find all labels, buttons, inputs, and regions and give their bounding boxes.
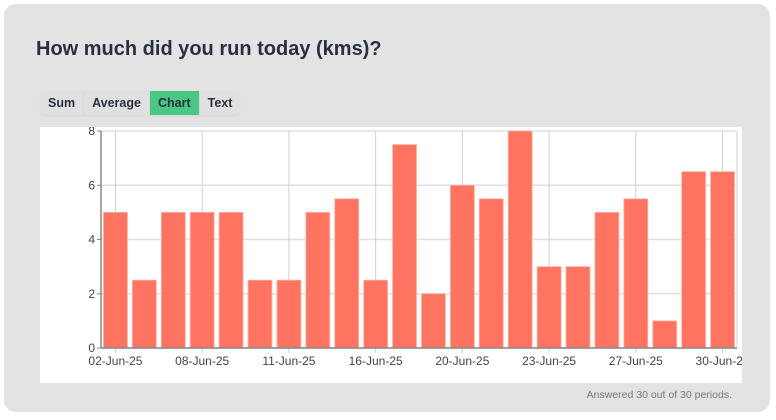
chart-svg: 0 2 4 6 8 02-Jun-25 08-Jun-25 11-Jun-25 16-Jun-2… [88,124,750,368]
bar [652,320,678,349]
bar [450,184,475,349]
x-tick-label: 16-Jun-25 [349,354,403,368]
y-tick-label: 0 [88,341,95,355]
x-tick-label: 27-Jun-25 [609,354,663,368]
y-tick-label: 4 [88,233,95,247]
tab-sum[interactable]: Sum [40,91,85,115]
bar [363,279,388,349]
bar [421,293,446,349]
x-tick-label: 20-Jun-25 [435,354,489,368]
view-tabs: Sum Average Chart Text [40,91,241,115]
x-tick-label: 11-Jun-25 [262,354,315,368]
bar [276,279,302,349]
bar [594,211,620,349]
bar [305,211,331,349]
bar [392,144,417,349]
bar [334,198,360,349]
bar [710,171,735,349]
bar [507,130,533,349]
bar [189,211,215,349]
bar [103,211,128,349]
x-tick-label: 23-Jun-25 [522,354,576,368]
tab-chart[interactable]: Chart [149,91,200,115]
y-tick-label: 6 [88,178,95,192]
x-tick-label: 30-Jun-25 [696,354,742,368]
question-card: How much did you run today (kms)? Sum Av… [4,4,770,412]
x-tick-label: 02-Jun-25 [88,354,142,368]
y-tick-label: 2 [88,287,95,301]
bar [132,279,157,349]
tab-text[interactable]: Text [207,96,233,110]
x-tick-label: 08-Jun-25 [175,354,229,368]
bar [478,198,504,349]
bar [565,266,591,349]
tab-average[interactable]: Average [84,91,150,115]
bar [218,211,244,349]
bar [681,171,706,349]
bar [623,198,649,349]
y-tick-label: 8 [88,127,95,138]
question-title: How much did you run today (kms)? [36,38,382,60]
bar [160,211,186,349]
answered-count: Answered 30 out of 30 periods. [586,389,732,401]
bar [247,279,273,349]
bar [536,266,562,349]
bar-chart: 0 2 4 6 8 02-Jun-25 08-Jun-25 11-Jun-25 16-Jun-2… [40,124,750,383]
